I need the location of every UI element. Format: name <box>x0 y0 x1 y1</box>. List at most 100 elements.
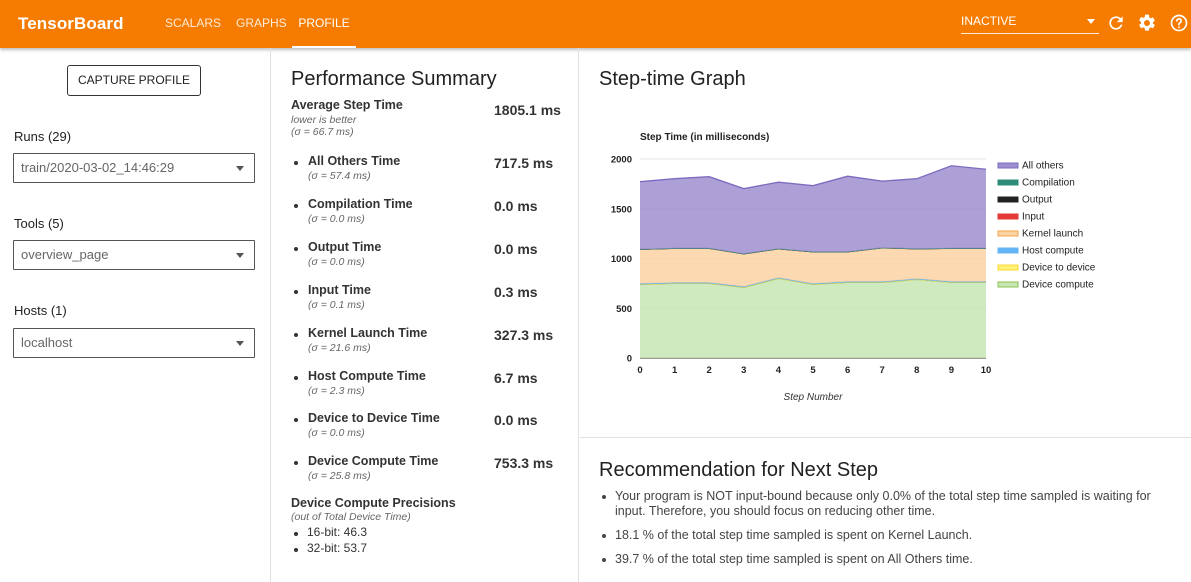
legend-swatch-kernel-launch <box>997 230 1019 237</box>
legend-label-host-compute: Host compute <box>1022 246 1084 257</box>
area-all-others <box>640 165 986 254</box>
legend-swatch-input <box>997 213 1019 220</box>
metric-sigma: (σ = 2.3 ms) <box>308 384 365 397</box>
metric-sigma: (σ = 0.0 ms) <box>308 212 365 225</box>
metric-bullet <box>294 375 298 380</box>
metric-bullet <box>294 246 298 251</box>
recommendation-title: Recommendation for Next Step <box>599 459 879 481</box>
precision-bullet <box>294 548 298 552</box>
metric-value: 0.0 ms <box>494 197 538 214</box>
average-step-time-label: Average Step Time <box>291 98 403 112</box>
metric-value: 717.5 ms <box>494 155 554 171</box>
legend-swatch-device-to-device <box>997 264 1019 271</box>
inactive-dashboard-select[interactable]: INACTIVE <box>961 10 1099 34</box>
average-step-time-note: lower is better <box>291 114 357 126</box>
y-tick-label: 1500 <box>611 204 632 215</box>
metric-bullet <box>294 203 298 208</box>
metric-sigma: (σ = 0.1 ms) <box>308 298 365 311</box>
metric-value: 327.3 ms <box>494 326 554 343</box>
x-tick-label: 2 <box>707 365 712 376</box>
inactive-dashboard-label: INACTIVE <box>961 14 1017 28</box>
metric-value: 0.3 ms <box>494 283 538 300</box>
recommendation-bullet <box>602 558 606 562</box>
runs-select-value: train/2020-03-02_14:46:29 <box>21 160 175 175</box>
chevron-down-icon <box>236 253 244 258</box>
metric-name: Host Compute Time <box>308 368 426 383</box>
recommendation-bullet <box>602 534 606 538</box>
metric-sigma: (σ = 25.8 ms) <box>308 470 371 483</box>
metric-name: Compilation Time <box>308 196 413 211</box>
metric-name: Input Time <box>308 282 371 297</box>
performance-summary-panel: Performance Summary Average Step Time lo… <box>272 48 579 582</box>
tools-label: Tools (5) <box>14 216 64 231</box>
legend-label-device-to-device: Device to device <box>1022 263 1096 274</box>
legend-swatch-device-compute <box>997 281 1019 288</box>
capture-profile-button[interactable]: CAPTURE PROFILE <box>67 65 201 96</box>
metric-value: 0.0 ms <box>494 240 538 257</box>
precision-bullet <box>294 532 298 536</box>
device-compute-precisions-title: Device Compute Precisions <box>291 496 456 510</box>
x-tick-label: 3 <box>741 365 746 376</box>
y-tick-label: 0 <box>627 354 632 365</box>
x-tick-label: 10 <box>981 365 992 376</box>
refresh-icon[interactable] <box>1106 13 1126 33</box>
metric-value: 6.7 ms <box>494 369 538 386</box>
tab-profile[interactable]: PROFILE <box>292 0 356 48</box>
chevron-down-icon <box>236 166 244 171</box>
help-icon[interactable] <box>1169 13 1189 33</box>
device-compute-precisions-note: (out of Total Device Time) <box>291 511 411 523</box>
dropdown-caret-icon <box>1087 19 1095 24</box>
legend-swatch-host-compute <box>997 247 1019 254</box>
tab-graphs[interactable]: GRAPHS <box>236 16 287 30</box>
legend-swatch-output <box>997 196 1019 203</box>
tab-scalars[interactable]: SCALARS <box>165 16 222 30</box>
legend-label-all-others: All others <box>1022 161 1064 172</box>
metric-value: 753.3 ms <box>494 455 554 472</box>
metric-value: 0.0 ms <box>494 412 538 429</box>
chevron-down-icon <box>236 341 244 346</box>
metric-sigma: (σ = 0.0 ms) <box>308 427 365 440</box>
average-step-time-value: 1805.1 ms <box>494 102 561 118</box>
metric-bullet <box>294 332 298 337</box>
average-step-time-sigma: (σ = 66.7 ms) <box>291 126 354 138</box>
hosts-label: Hosts (1) <box>14 303 67 318</box>
metric-name: Kernel Launch Time <box>308 325 428 340</box>
legend-label-compilation: Compilation <box>1022 178 1075 189</box>
recommendation-panel: Recommendation for Next Step Your progra… <box>580 438 1191 582</box>
runs-select[interactable]: train/2020-03-02_14:46:29 <box>13 153 255 183</box>
x-tick-label: 7 <box>880 365 885 376</box>
legend-label-kernel-launch: Kernel launch <box>1022 229 1083 240</box>
recommendation-bullet <box>602 495 606 499</box>
metric-bullet <box>294 289 298 294</box>
hosts-select[interactable]: localhost <box>13 328 255 358</box>
runs-label: Runs (29) <box>14 129 72 144</box>
performance-summary-title: Performance Summary <box>291 68 497 90</box>
settings-icon[interactable] <box>1137 13 1157 33</box>
area-kernel-launch <box>640 247 986 287</box>
tools-select[interactable]: overview_page <box>13 240 255 270</box>
x-tick-label: 4 <box>776 365 782 376</box>
metric-name: Device Compute Time <box>308 454 439 469</box>
legend-label-output: Output <box>1022 195 1052 206</box>
y-tick-label: 1000 <box>611 254 632 265</box>
metric-sigma: (σ = 57.4 ms) <box>308 170 371 182</box>
metric-bullet <box>294 161 298 165</box>
recommendation-item-all-others: 39.7 % of the total step time sampled is… <box>615 552 973 566</box>
recommendation-item-kernel-launch: 18.1 % of the total step time sampled is… <box>615 528 973 542</box>
y-tick-label: 500 <box>616 304 632 315</box>
app-title: TensorBoard <box>18 14 124 33</box>
y-tick-label: 2000 <box>611 155 632 166</box>
x-tick-label: 8 <box>914 365 919 376</box>
legend-swatch-all-others <box>997 162 1019 169</box>
tools-select-value: overview_page <box>21 247 109 262</box>
metric-sigma: (σ = 21.6 ms) <box>308 341 371 354</box>
metric-name: Device to Device Time <box>308 411 440 426</box>
precision-32bit: 32-bit: 53.7 <box>307 541 368 555</box>
x-tick-label: 1 <box>672 365 678 376</box>
recommendation-item-input-bound: Your program is NOT input-bound because … <box>615 489 1151 518</box>
line-all-others <box>639 165 987 190</box>
x-tick-label: 0 <box>637 365 642 376</box>
legend-label-device-compute: Device compute <box>1022 280 1094 291</box>
metric-name: Output Time <box>308 239 382 254</box>
hosts-select-value: localhost <box>21 335 73 350</box>
